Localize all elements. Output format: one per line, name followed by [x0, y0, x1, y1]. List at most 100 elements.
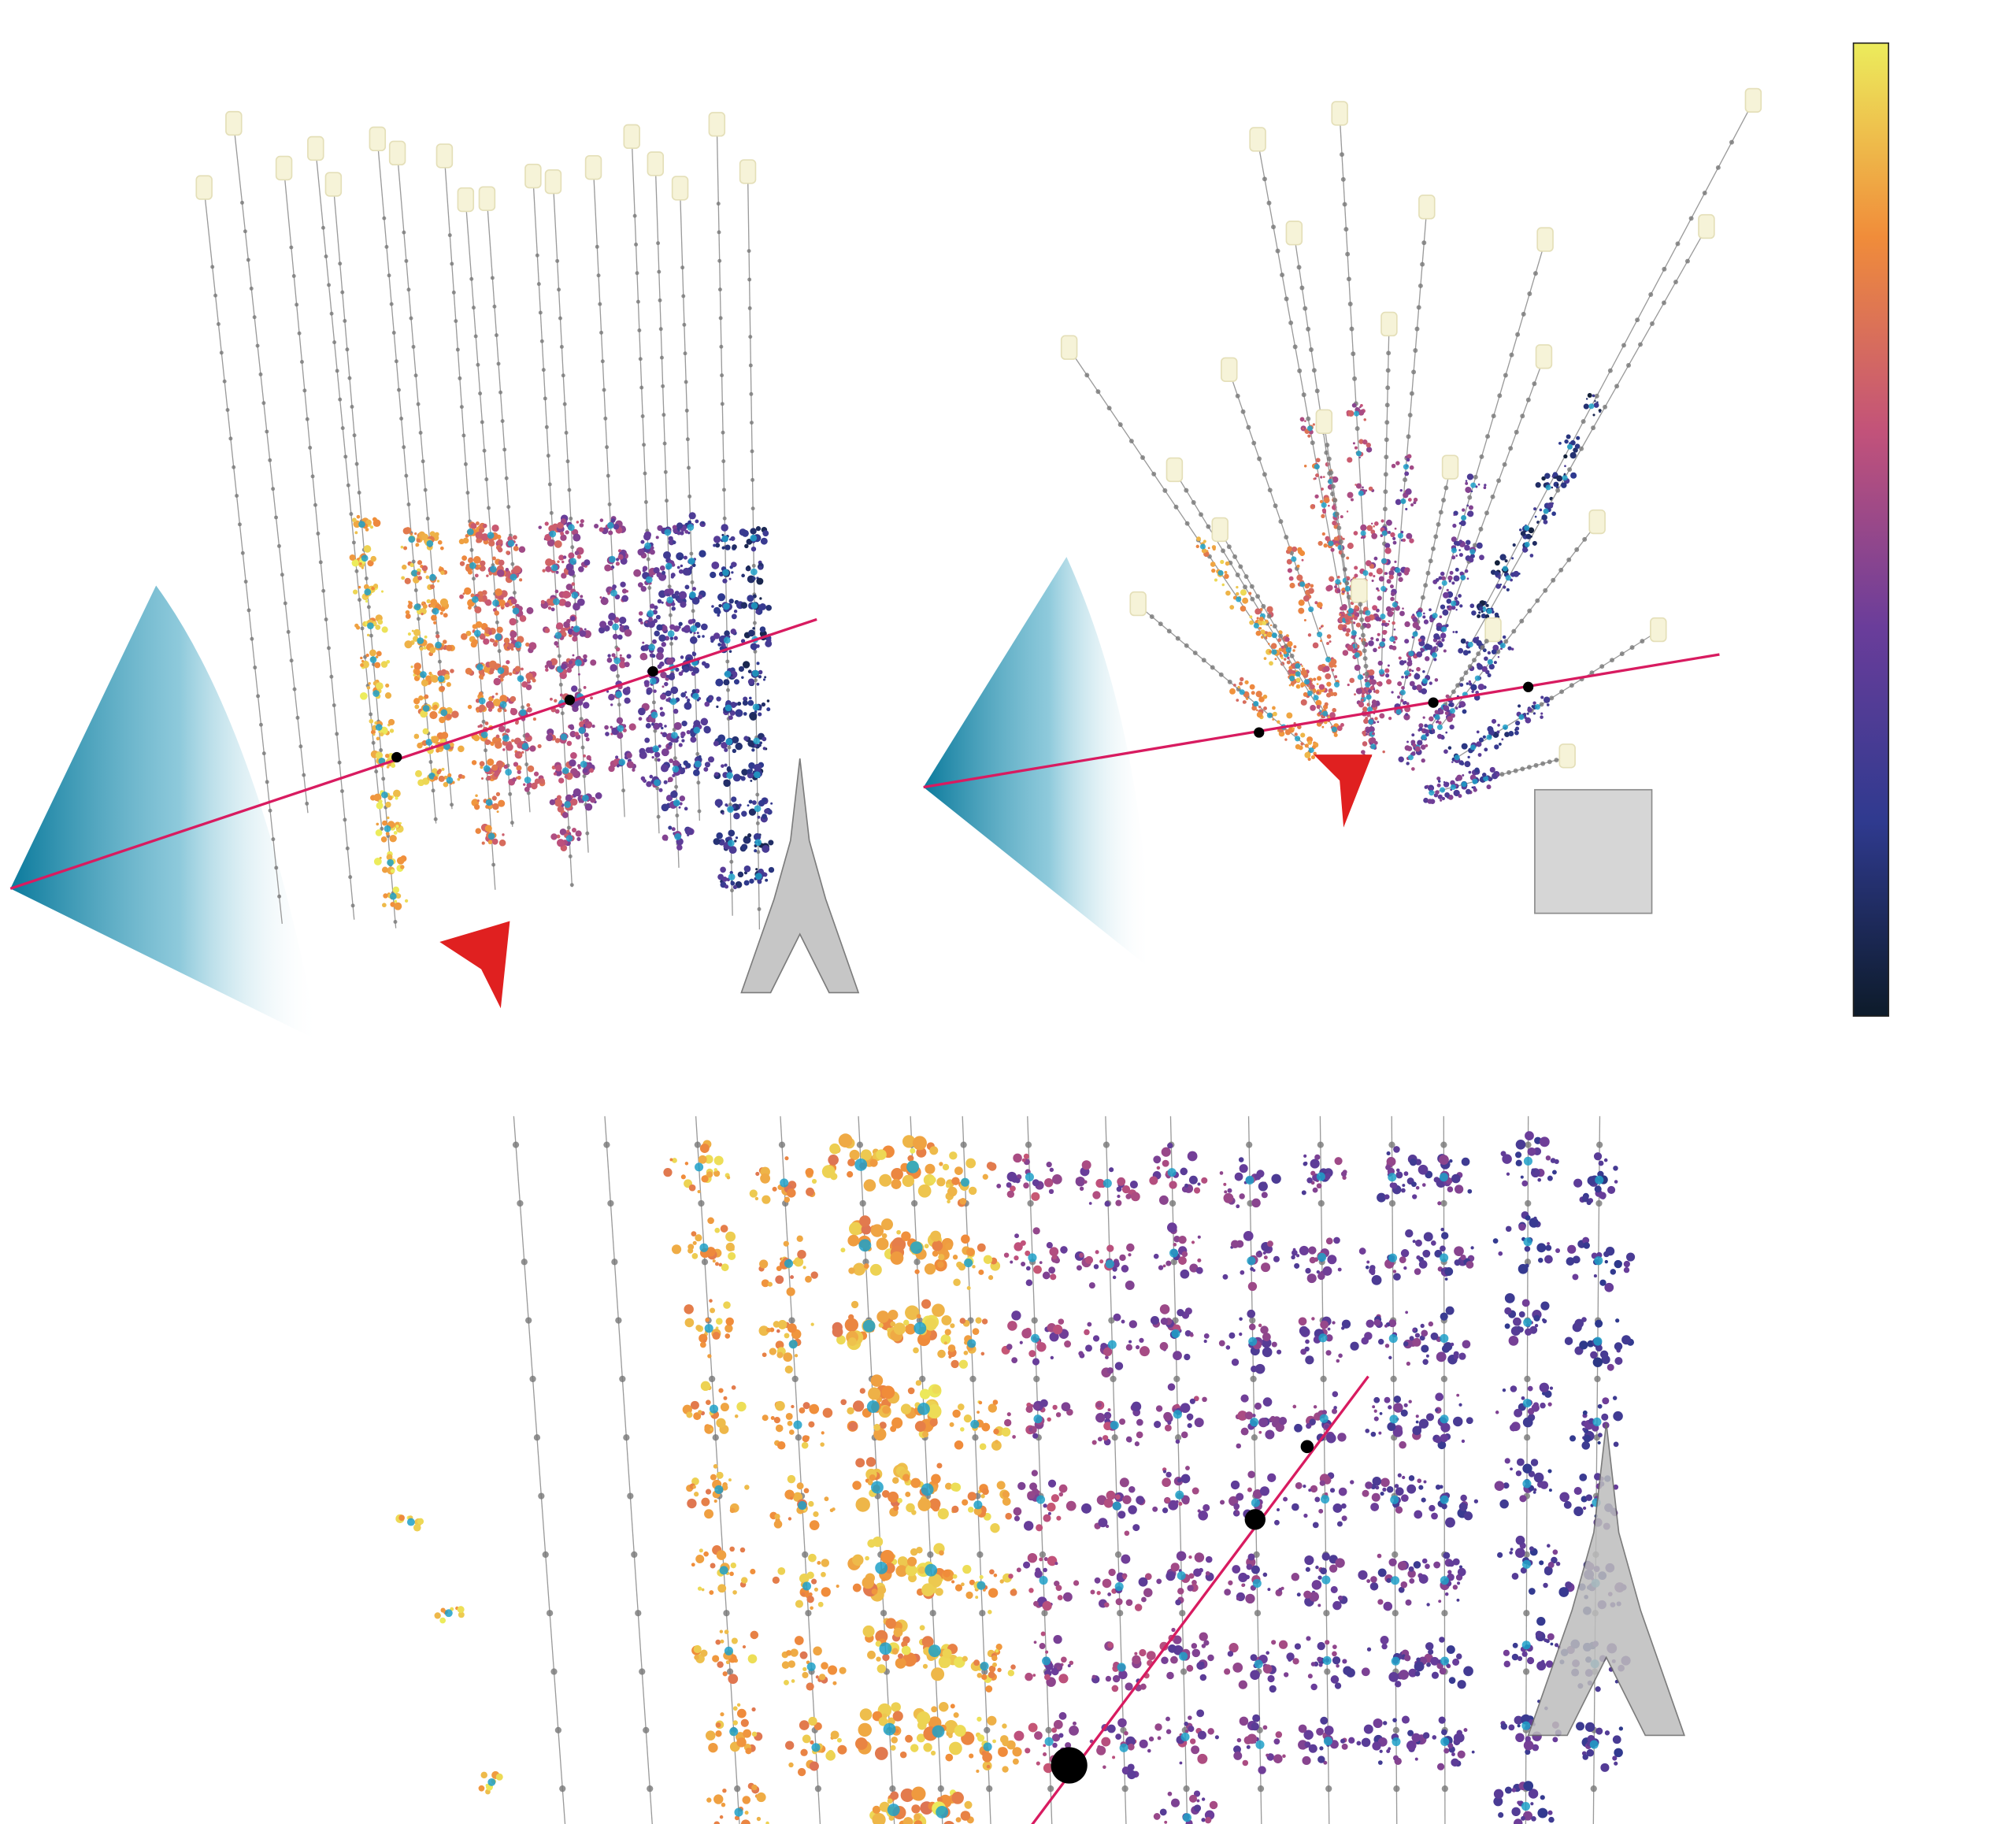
hit-sphere — [923, 1743, 932, 1752]
hit-sphere — [1296, 564, 1300, 568]
hit-sphere — [1404, 639, 1410, 644]
hit-sphere — [676, 531, 681, 536]
hit-sphere — [547, 539, 555, 547]
hit-sphere — [650, 603, 655, 609]
hit-sphere — [1576, 436, 1581, 440]
hit-sphere — [1440, 604, 1446, 610]
cluster-core — [883, 1722, 896, 1736]
hit-sphere — [899, 1751, 907, 1759]
optical-module — [1547, 759, 1552, 765]
optical-module — [1384, 454, 1389, 460]
hit-sphere — [358, 585, 361, 589]
optical-module — [1491, 413, 1496, 419]
hit-sphere — [639, 747, 646, 754]
hit-sphere — [881, 1489, 890, 1498]
hit-sphere — [787, 1188, 796, 1198]
optical-module — [696, 780, 701, 785]
hit-sphere — [654, 751, 661, 758]
optical-module — [795, 1434, 802, 1441]
hit-sphere — [752, 646, 757, 651]
optical-module — [1166, 628, 1172, 634]
cluster-core — [476, 663, 484, 671]
hit-sphere — [414, 669, 421, 675]
hit-sphere — [1317, 711, 1321, 715]
hit-sphere — [462, 592, 465, 595]
cluster-core — [879, 1642, 892, 1655]
detector-module — [584, 154, 602, 180]
optical-module — [351, 540, 356, 545]
hit-sphere — [373, 793, 382, 802]
optical-module — [1364, 671, 1369, 677]
hit-sphere — [942, 1163, 950, 1171]
hit-sphere — [613, 523, 620, 530]
hit-sphere — [1563, 454, 1568, 459]
hit-sphere — [1388, 531, 1391, 534]
hit-sphere — [1292, 546, 1298, 552]
optical-module — [1324, 450, 1329, 455]
hit-sphere — [461, 633, 468, 640]
hit-sphere — [928, 1176, 936, 1184]
hit-sphere — [755, 868, 758, 871]
hit-sphere — [863, 1179, 876, 1192]
hit-sphere — [684, 1318, 695, 1328]
hit-sphere — [1284, 729, 1292, 736]
cluster-core — [754, 839, 762, 847]
optical-module — [210, 265, 215, 269]
hit-sphere — [1546, 703, 1550, 706]
hit-sphere — [528, 642, 537, 651]
hit-sphere — [691, 689, 696, 694]
hit-sphere — [741, 769, 748, 776]
hit-sphere — [880, 1549, 895, 1564]
optical-module — [1354, 426, 1360, 432]
hit-sphere — [488, 632, 492, 636]
hit-sphere — [710, 639, 714, 643]
hit-sphere — [495, 588, 502, 596]
hit-sphere — [1388, 574, 1394, 580]
hit-sphere — [666, 593, 670, 596]
hit-sphere — [1437, 780, 1441, 783]
hit-sphere — [1310, 754, 1316, 760]
hit-sphere — [392, 886, 400, 894]
hit-sphere — [707, 1354, 712, 1359]
hit-sphere — [657, 758, 661, 762]
optical-module — [607, 502, 612, 506]
optical-module — [484, 748, 488, 753]
cluster-core — [519, 709, 527, 716]
optical-module — [1416, 305, 1421, 310]
hit-sphere — [1377, 595, 1382, 601]
hit-sphere — [468, 558, 473, 563]
optical-module — [986, 1785, 993, 1792]
cluster-core — [1253, 700, 1259, 707]
hit-sphere — [1393, 628, 1396, 631]
optical-module — [1673, 280, 1678, 285]
hit-sphere — [572, 701, 580, 709]
hit-sphere — [560, 532, 565, 536]
optical-module — [709, 1375, 716, 1383]
optical-module — [1246, 424, 1251, 430]
hit-sphere — [483, 638, 490, 645]
hit-sphere — [762, 1195, 771, 1204]
optical-module — [1338, 539, 1343, 544]
hit-sphere — [1321, 725, 1325, 728]
hit-sphere — [731, 796, 737, 803]
hit-sphere — [638, 717, 643, 721]
hit-sphere — [360, 691, 368, 700]
hit-sphere — [607, 620, 613, 626]
hit-sphere — [943, 1569, 951, 1577]
cluster-core — [1449, 708, 1455, 714]
hit-sphere — [796, 1235, 803, 1242]
hit-sphere — [713, 838, 721, 845]
hit-sphere — [1544, 696, 1551, 703]
optical-module — [543, 396, 547, 401]
hit-sphere — [863, 1263, 869, 1269]
optical-module — [327, 283, 332, 287]
hit-sphere — [1462, 773, 1465, 777]
hit-sphere — [914, 1421, 926, 1433]
hit-sphere — [565, 601, 572, 608]
hit-sphere — [1286, 712, 1293, 719]
hit-sphere — [1514, 728, 1518, 732]
optical-module — [582, 773, 587, 778]
optical-module — [606, 473, 610, 478]
hit-sphere — [644, 737, 650, 743]
cluster-core — [553, 598, 560, 606]
